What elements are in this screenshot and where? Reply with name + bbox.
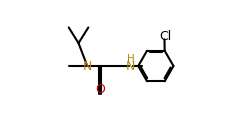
Text: H: H: [127, 54, 135, 64]
Text: N: N: [83, 60, 92, 72]
Text: O: O: [95, 83, 105, 96]
Text: N: N: [126, 60, 135, 72]
Text: Cl: Cl: [160, 30, 172, 43]
